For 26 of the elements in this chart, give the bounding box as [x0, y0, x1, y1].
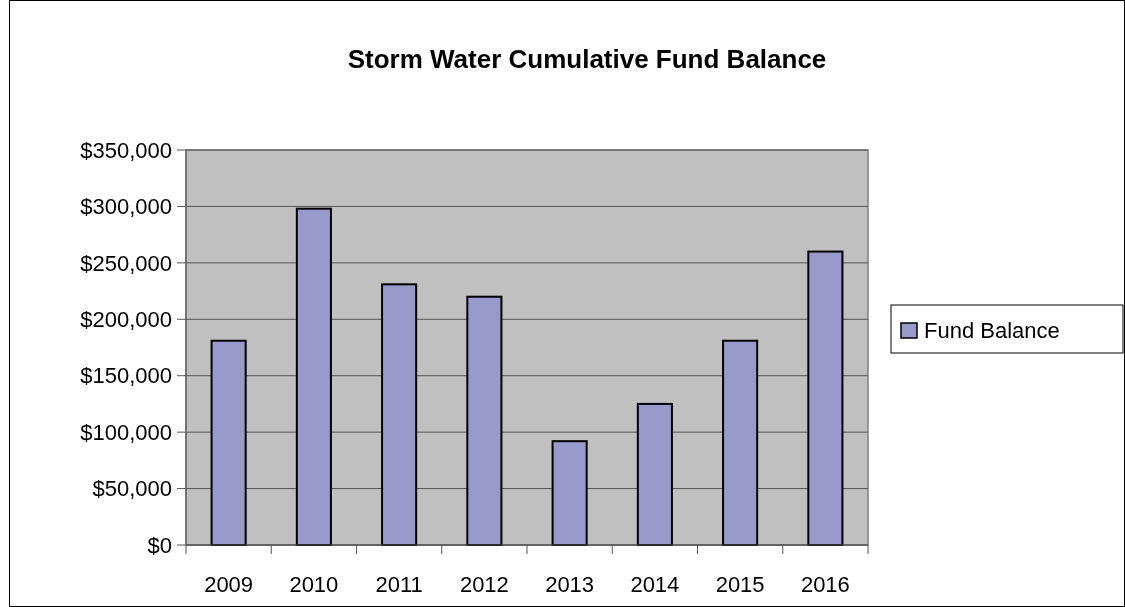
- legend-label: Fund Balance: [924, 317, 1060, 343]
- bar: [636, 402, 673, 546]
- y-tick-label: $0: [147, 532, 172, 558]
- y-tick-label: $250,000: [80, 250, 172, 276]
- x-tick-label: 2012: [459, 572, 509, 597]
- bar: [295, 207, 332, 546]
- x-tick-label: 2014: [630, 572, 680, 597]
- bar: [381, 283, 418, 546]
- bar: [722, 339, 759, 546]
- y-tick-label: $200,000: [80, 306, 172, 332]
- chart-title: Storm Water Cumulative Fund Balance: [347, 44, 827, 74]
- bar: [807, 250, 844, 546]
- y-tick-label: $350,000: [80, 137, 172, 163]
- y-tick-label: $50,000: [92, 476, 172, 502]
- x-tick-label: 2013: [545, 572, 595, 597]
- y-tick-label: $100,000: [80, 419, 172, 445]
- x-tick-label: 2015: [715, 572, 765, 597]
- y-tick-label: $150,000: [80, 363, 172, 389]
- x-tick-label: 2010: [289, 572, 339, 597]
- y-tick-label: $300,000: [80, 194, 172, 220]
- bar: [210, 339, 247, 546]
- x-tick-label: 2011: [375, 572, 423, 597]
- x-tick-label: 2009: [204, 572, 254, 597]
- x-tick-label: 2016: [800, 572, 850, 597]
- bar: [466, 295, 503, 546]
- bar: [551, 440, 588, 546]
